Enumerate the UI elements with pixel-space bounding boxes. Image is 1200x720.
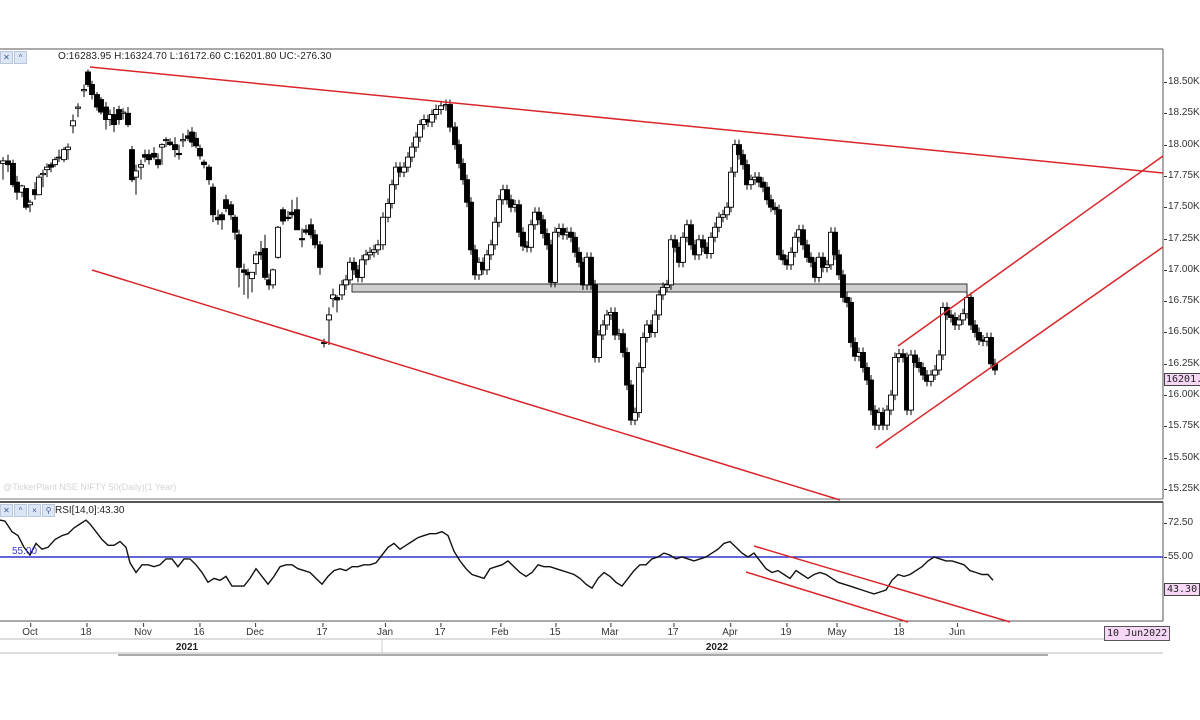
time-axis-tick: Nov (134, 623, 152, 638)
last-rsi-badge: 43.30 (1164, 583, 1200, 596)
time-axis-tick: Apr (722, 623, 738, 638)
current-date-badge: 10 Jun2022 (1104, 626, 1171, 641)
time-axis-tick: 16 (193, 623, 205, 638)
price-axis-tick: 15.75K (1164, 420, 1200, 432)
pin-panel-icon[interactable]: ⚲ (42, 504, 55, 517)
price-axis-tick: 18.00K (1164, 138, 1200, 150)
rsi-reference-label: 55.00 (12, 546, 38, 557)
price-axis-tick: 18.25K (1164, 107, 1200, 119)
rsi-panel-tools: ✕ ^ × ⚲ (0, 504, 55, 517)
year-label: 2022 (705, 642, 729, 653)
ohlc-readout: O:16283.95 H:16324.70 L:16172.60 C:16201… (58, 51, 332, 62)
time-axis-tick: 18 (80, 623, 92, 638)
time-axis-tick: Dec (246, 623, 264, 638)
chart-watermark: @TickerPlant NSE NIFTY 50(Daily)(1 Year) (3, 482, 177, 492)
price-axis-tick: 18.50K (1164, 76, 1200, 87)
time-axis-tick: Oct (22, 623, 38, 638)
price-axis-tick: 15.50K (1164, 451, 1200, 463)
price-axis-tick: 16.50K (1164, 326, 1200, 338)
time-axis-tick: 15 (549, 623, 561, 638)
rsi-label: RSI[14,0]:43.30 (55, 505, 125, 516)
crosshair-tool-icon[interactable]: ✕ (0, 504, 13, 517)
rsi-axis-tick: 72.50 (1163, 517, 1194, 528)
time-axis-tick: Mar (601, 623, 619, 638)
price-axis-tick: 17.75K (1164, 169, 1200, 181)
close-panel-icon[interactable]: × (28, 504, 41, 517)
price-panel-tools: ✕ ^ (0, 51, 27, 64)
time-axis-tick: 19 (780, 623, 792, 638)
collapse-panel-icon[interactable]: ^ (14, 504, 27, 517)
candlestick-series (0, 69, 998, 431)
last-price-badge: 16201.8 (1164, 373, 1200, 386)
rsi-trendline-layer[interactable] (745, 545, 1011, 623)
price-axis-tick: 17.00K (1164, 263, 1200, 275)
time-axis-tick: 17 (434, 623, 446, 638)
time-axis-tick: May (827, 623, 847, 638)
price-axis-tick: 15.25K (1164, 482, 1200, 494)
collapse-panel-icon[interactable]: ^ (14, 51, 27, 64)
price-axis-tick: 17.50K (1164, 201, 1200, 213)
time-axis-tick: 18 (893, 623, 905, 638)
price-axis-tick: 17.25K (1164, 232, 1200, 244)
price-axis-tick: 16.25K (1164, 357, 1200, 369)
time-axis-tick: Jun (948, 623, 966, 638)
time-axis-tick: 17 (316, 623, 328, 638)
price-axis-tick: 16.00K (1164, 389, 1200, 400)
price-axis-tick: 16.75K (1164, 295, 1200, 307)
time-axis-tick: Jan (376, 623, 394, 638)
trendline-layer[interactable] (89, 66, 1164, 501)
time-axis-tick: 17 (667, 623, 679, 638)
time-axis-tick: Feb (491, 623, 509, 638)
crosshair-tool-icon[interactable]: ✕ (0, 51, 13, 64)
year-label: 2021 (175, 642, 199, 653)
rsi-line (0, 519, 994, 595)
rsi-axis-tick: 55.00 (1163, 551, 1194, 562)
